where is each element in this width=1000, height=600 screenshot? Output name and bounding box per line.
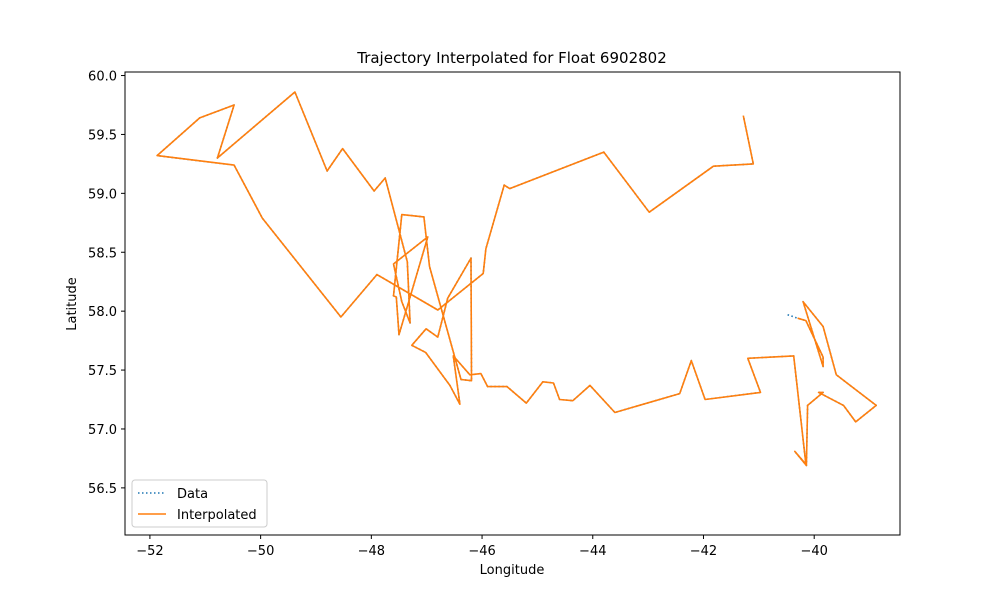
plot-area xyxy=(124,71,901,536)
y-axis-label: Latitude xyxy=(65,277,80,331)
y-axis: 56.5 57.0 57.5 58.0 58.5 59.0 59.5 60.0 xyxy=(88,70,125,497)
y-tick-label: 59.5 xyxy=(88,128,117,143)
y-tick-label: 57.5 xyxy=(88,364,117,379)
series-line-data xyxy=(156,91,878,467)
legend: Data Interpolated xyxy=(131,479,268,528)
plot-frame xyxy=(124,71,901,536)
x-axis: −52 −50 −48 −46 −44 −42 −40 xyxy=(136,535,828,559)
chart-title: Trajectory Interpolated for Float 690280… xyxy=(356,49,667,67)
y-tick-label: 58.0 xyxy=(88,305,117,320)
x-tick-label: −50 xyxy=(247,544,274,559)
y-tick-label: 56.5 xyxy=(88,482,117,497)
x-tick-label: −42 xyxy=(690,544,717,559)
y-tick-label: 60.0 xyxy=(88,70,117,85)
x-tick-label: −40 xyxy=(800,544,827,559)
y-tick-label: 59.0 xyxy=(88,187,117,202)
legend-box xyxy=(131,479,268,528)
y-tick-label: 57.0 xyxy=(88,423,117,438)
x-tick-label: −44 xyxy=(579,544,606,559)
x-tick-label: −48 xyxy=(358,544,385,559)
x-tick-label: −46 xyxy=(468,544,495,559)
legend-label-data: Data xyxy=(177,487,208,502)
x-axis-label: Longitude xyxy=(480,563,545,578)
x-tick-label: −52 xyxy=(136,544,163,559)
y-tick-label: 58.5 xyxy=(88,246,117,261)
series-line-interpolated xyxy=(156,91,878,467)
legend-label-interpolated: Interpolated xyxy=(177,508,257,523)
